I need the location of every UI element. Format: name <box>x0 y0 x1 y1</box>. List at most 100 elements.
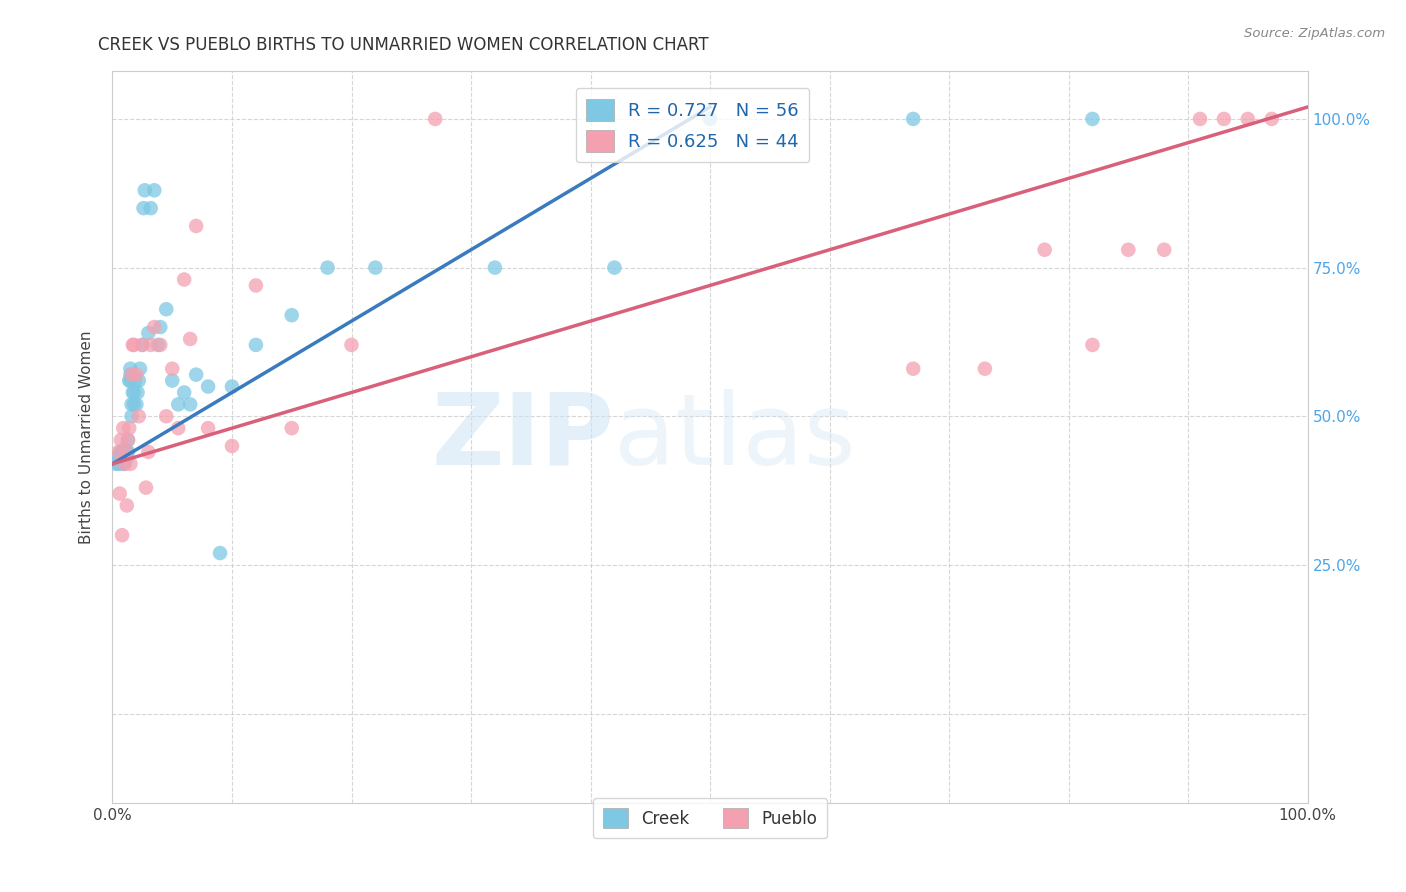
Point <box>120 374 142 388</box>
Point <box>121 385 143 400</box>
Point <box>111 445 134 459</box>
Point <box>120 361 142 376</box>
Point <box>125 397 148 411</box>
Point <box>134 183 156 197</box>
Point <box>121 368 143 382</box>
Point <box>138 445 160 459</box>
Legend: Creek, Pueblo: Creek, Pueblo <box>593 798 827 838</box>
Point <box>115 450 138 465</box>
Point <box>1118 243 1140 257</box>
Point <box>124 374 146 388</box>
Point <box>129 361 152 376</box>
Point <box>117 433 139 447</box>
Point <box>155 409 177 424</box>
Point <box>221 379 243 393</box>
Point <box>974 361 997 376</box>
Point <box>340 338 363 352</box>
Point <box>111 528 134 542</box>
Point <box>484 260 506 275</box>
Point <box>135 481 157 495</box>
Point <box>699 112 721 126</box>
Point <box>107 445 129 459</box>
Point <box>131 338 153 352</box>
Point <box>114 442 135 456</box>
Point <box>143 320 166 334</box>
Point <box>127 385 149 400</box>
Point <box>107 450 129 465</box>
Point <box>1081 338 1104 352</box>
Point <box>121 409 143 424</box>
Point <box>1081 112 1104 126</box>
Point <box>186 219 208 233</box>
Point <box>120 457 142 471</box>
Point <box>131 338 153 352</box>
Point <box>173 385 195 400</box>
Point <box>128 409 150 424</box>
Point <box>121 338 143 352</box>
Point <box>1213 112 1236 126</box>
Point <box>903 361 925 376</box>
Point <box>162 361 183 376</box>
Text: CREEK VS PUEBLO BIRTHS TO UNMARRIED WOMEN CORRELATION CHART: CREEK VS PUEBLO BIRTHS TO UNMARRIED WOME… <box>98 36 709 54</box>
Point <box>425 112 447 126</box>
Point <box>162 374 183 388</box>
Point <box>186 368 208 382</box>
Point <box>122 338 145 352</box>
Point <box>114 445 136 459</box>
Point <box>110 445 132 459</box>
Point <box>173 272 195 286</box>
Point <box>138 326 160 340</box>
Point <box>114 457 135 471</box>
Point <box>139 201 162 215</box>
Point <box>316 260 339 275</box>
Point <box>121 397 143 411</box>
Y-axis label: Births to Unmarried Women: Births to Unmarried Women <box>79 330 94 544</box>
Text: atlas: atlas <box>614 389 856 485</box>
Point <box>114 445 135 459</box>
Point <box>111 457 134 471</box>
Point <box>114 457 135 471</box>
Point <box>155 302 177 317</box>
Point <box>132 201 155 215</box>
Point <box>107 457 129 471</box>
Point <box>149 338 172 352</box>
Point <box>117 445 139 459</box>
Point <box>179 397 201 411</box>
Point <box>245 338 267 352</box>
Point <box>1261 112 1284 126</box>
Point <box>139 338 162 352</box>
Point <box>281 421 304 435</box>
Point <box>122 385 145 400</box>
Point <box>118 374 141 388</box>
Point <box>1153 243 1175 257</box>
Point <box>221 439 243 453</box>
Point <box>167 421 190 435</box>
Point <box>120 368 142 382</box>
Point <box>143 183 166 197</box>
Point <box>1237 112 1260 126</box>
Point <box>112 421 135 435</box>
Point <box>167 397 190 411</box>
Point <box>112 448 135 462</box>
Point <box>209 546 232 560</box>
Text: Source: ZipAtlas.com: Source: ZipAtlas.com <box>1244 27 1385 40</box>
Text: ZIP: ZIP <box>432 389 614 485</box>
Point <box>122 397 145 411</box>
Point <box>115 499 138 513</box>
Point <box>108 486 131 500</box>
Point <box>364 260 387 275</box>
Point <box>281 308 304 322</box>
Point <box>149 320 172 334</box>
Point <box>179 332 201 346</box>
Point <box>146 338 169 352</box>
Point <box>1189 112 1212 126</box>
Point <box>197 379 219 393</box>
Point <box>125 368 148 382</box>
Point <box>110 433 132 447</box>
Point <box>603 260 626 275</box>
Point <box>108 448 131 462</box>
Point <box>118 421 141 435</box>
Point <box>1033 243 1056 257</box>
Point <box>112 445 135 459</box>
Point <box>105 457 128 471</box>
